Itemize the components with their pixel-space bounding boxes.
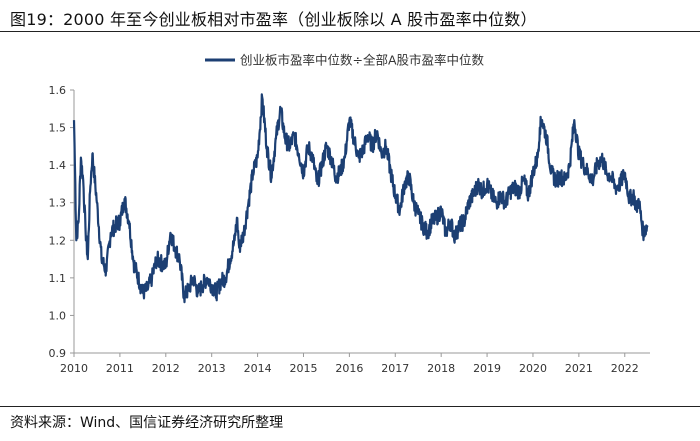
source-note: 资料来源：Wind、国信证券经济研究所整理 — [10, 415, 284, 431]
chart-legend: 创业板市盈率中位数÷全部A股市盈率中位数 — [205, 53, 485, 68]
x-tick-label: 2012 — [152, 362, 180, 372]
y-tick-label: 1.6 — [49, 84, 67, 97]
x-tick-label: 2019 — [473, 362, 501, 372]
y-tick-label: 1.3 — [49, 197, 67, 210]
y-tick-label: 1.0 — [49, 309, 67, 322]
x-tick-labels: 2010 2011 2012 2013 2014 2015 2016 2017 2018 2019… — [60, 353, 639, 372]
figure-title: 图19：2000 年至今创业板相对市盈率（创业板除以 A 股市盈率中位数） — [10, 10, 537, 29]
y-tick-label: 1.5 — [49, 122, 67, 135]
x-tick-label: 2011 — [106, 362, 134, 372]
x-tick-label: 2021 — [565, 362, 593, 372]
x-tick-label: 2010 — [60, 362, 88, 372]
x-tick-label: 2018 — [427, 362, 455, 372]
x-tick-label: 2017 — [381, 362, 409, 372]
y-tick-labels: 0.9 1.0 1.1 1.2 1.3 1.4 1.5 1.6 — [49, 84, 74, 360]
y-tick-label: 1.2 — [49, 234, 67, 247]
x-tick-label: 2022 — [611, 362, 639, 372]
source-rule — [0, 406, 700, 407]
series-line-relative-pe — [72, 93, 649, 304]
x-tick-label: 2015 — [289, 362, 317, 372]
legend-label: 创业板市盈率中位数÷全部A股市盈率中位数 — [240, 53, 485, 68]
y-tick-label: 1.4 — [49, 159, 67, 172]
title-rule — [0, 31, 700, 32]
x-tick-label: 2016 — [335, 362, 363, 372]
y-tick-label: 1.1 — [49, 272, 67, 285]
x-tick-label: 2013 — [198, 362, 226, 372]
y-tick-label: 0.9 — [49, 347, 67, 360]
x-tick-label: 2014 — [244, 362, 272, 372]
line-chart: 创业板市盈率中位数÷全部A股市盈率中位数 0.9 1.0 1.1 1.2 1.3 1.4 1… — [49, 53, 650, 372]
x-tick-label: 2020 — [519, 362, 547, 372]
